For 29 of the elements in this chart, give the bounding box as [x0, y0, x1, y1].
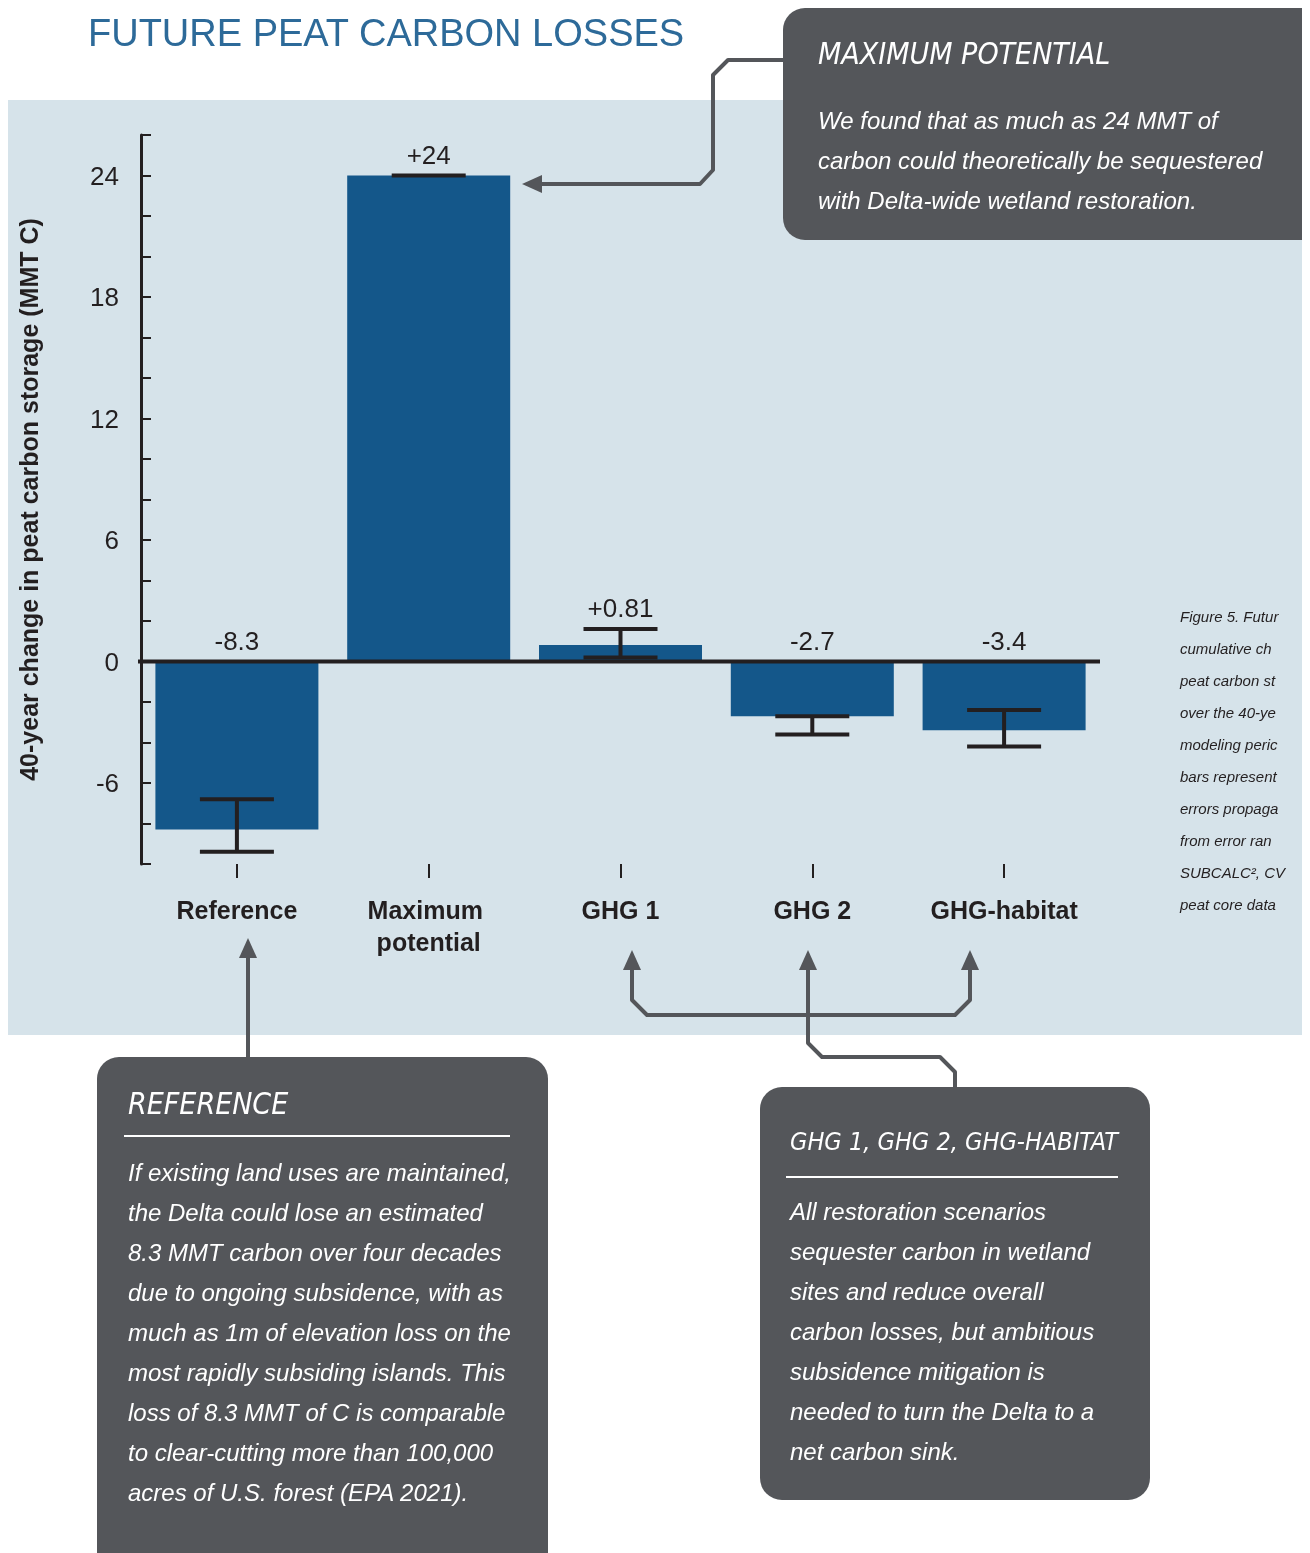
chart-title: FUTURE PEAT CARBON LOSSES	[88, 12, 685, 54]
x-tick-label: GHG 2	[773, 896, 852, 924]
x-tick-label: GHG-habitat	[930, 896, 1079, 924]
text: GHG 1, GHG 2, GHG-HABITAT	[790, 1127, 1121, 1156]
bar	[730, 661, 894, 717]
annotation: We found that as much as 24 MMT of carbon could theoretically be sequestered with Delta-wide wetland restoration.	[818, 106, 1263, 214]
y-tick-label: 24	[90, 160, 119, 191]
text: If existing land uses are maintained, the Delta could lose an estimated 8.3 MMT carbon over four decades due to ongoing subsidence, with as much as 1m of elevation loss on the most rapidly subsiding islands. This loss of 8.3 MMT of C is comparable to clear-cutting more than 100,000 acres of U.S. forest (EPA 2021).	[128, 1158, 511, 1506]
bar	[155, 661, 319, 830]
x-tick-label: Maximum potential	[367, 896, 490, 956]
data-label: -3.4	[981, 625, 1027, 656]
y-tick-label: 0	[104, 646, 119, 677]
bar	[922, 661, 1086, 731]
data-label: -2.7	[789, 625, 835, 656]
text: All restoration scenarios sequester carbon in wetland sites and reduce overall carbon losses, but ambitious subsidence mitigation is needed to turn the Delta to a net carbon sink.	[788, 1197, 1095, 1465]
y-tick-label: 6	[104, 525, 119, 555]
data-label: +24	[406, 139, 451, 170]
bar	[347, 175, 511, 662]
data-label: +0.81	[587, 593, 654, 624]
text: Figure 5. Futur cumulative ch peat carbon st over the 40-ye modeling peric bars represent errors propaga from error ran SUBCALC², CV peat core data	[1180, 607, 1286, 913]
y-tick-label: 12	[90, 403, 119, 434]
y-tick-label: -6	[95, 768, 119, 798]
x-tick-label: GHG 1	[581, 896, 660, 924]
text: MAXIMUM POTENTIAL	[818, 35, 1111, 71]
y-axis-title: 40-year change in peat carbon storage (MMT C)	[14, 218, 43, 781]
y-tick-label: 18	[90, 282, 119, 312]
data-label: -8.3	[214, 625, 260, 656]
text: REFERENCE	[128, 1085, 289, 1121]
x-tick-label: Reference	[176, 896, 298, 924]
